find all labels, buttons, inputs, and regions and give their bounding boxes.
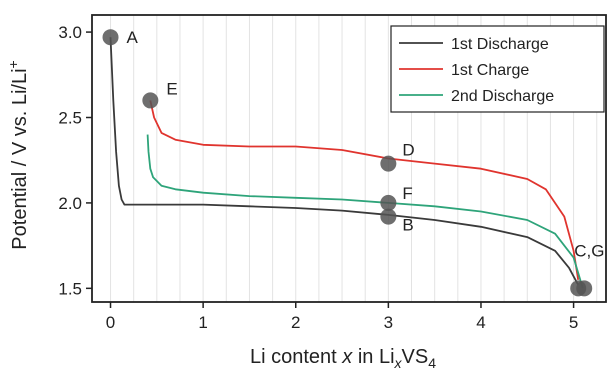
axis-ticks: 0 1 2 3 4 5 1.5 2.0 2.5 3.0 xyxy=(58,23,578,332)
plot-frame xyxy=(91,14,607,303)
point-label: D xyxy=(402,141,414,160)
x-axis-label-italic: x xyxy=(341,346,353,368)
x-axis-label-part1: Li content xyxy=(250,346,342,368)
point-marker xyxy=(380,194,397,211)
x-tick-label: 0 xyxy=(106,313,115,332)
y-tick-label: 1.5 xyxy=(58,279,82,298)
point-marker xyxy=(380,208,397,225)
y-tick-label: 2.0 xyxy=(58,194,82,213)
x-axis-label: Li content x in LixVS4 xyxy=(250,346,436,371)
series-line-2 xyxy=(149,100,580,280)
point-label: E xyxy=(166,79,177,98)
legend: 1st Discharge 1st Charge 2nd Discharge xyxy=(390,25,605,113)
y-axis-label-main: Potential / V vs. Li/Li xyxy=(9,68,31,249)
x-axis-label-part2: in Li xyxy=(352,346,394,368)
y-axis-label-sup: + xyxy=(5,60,21,68)
point-marker xyxy=(570,280,587,297)
legend-entry: 1st Charge xyxy=(451,62,529,79)
y-axis-label: Potential / V vs. Li/Li+ xyxy=(5,60,31,249)
point-marker xyxy=(102,29,119,46)
point-label: A xyxy=(127,28,139,47)
x-axis-label-sub2: 4 xyxy=(428,355,436,371)
x-tick-label: 3 xyxy=(384,313,393,332)
series-lines xyxy=(109,37,584,289)
axes-frame xyxy=(91,14,607,303)
x-tick-label: 1 xyxy=(198,313,207,332)
x-tick-label: 5 xyxy=(569,313,578,332)
y-tick-label: 2.5 xyxy=(58,109,82,128)
legend-entry: 2nd Discharge xyxy=(451,88,554,105)
series-line-1 xyxy=(109,37,579,286)
y-tick-label: 3.0 xyxy=(58,23,82,42)
x-tick-label: 2 xyxy=(291,313,300,332)
point-marker xyxy=(142,92,159,109)
point-label: F xyxy=(402,184,412,203)
point-marker xyxy=(380,155,397,172)
x-axis-label-part3: VS xyxy=(402,346,429,368)
x-tick-label: 4 xyxy=(476,313,485,332)
x-axis-label-sub: x xyxy=(394,355,403,371)
point-markers: A E D FB C,G xyxy=(102,28,604,297)
point-label: C,G xyxy=(574,241,604,260)
series-line-3 xyxy=(146,134,584,289)
legend-entry: 1st Discharge xyxy=(451,36,549,53)
point-label: B xyxy=(402,216,413,235)
